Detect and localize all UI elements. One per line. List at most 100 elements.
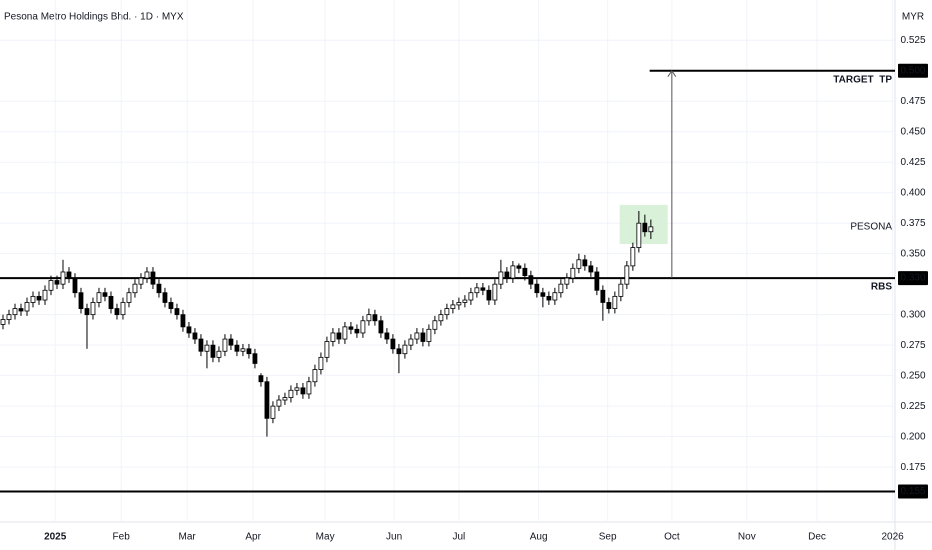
candle-body xyxy=(96,292,102,303)
candle-body xyxy=(204,344,210,352)
candle-body xyxy=(636,222,642,248)
candle-body xyxy=(342,326,348,340)
x-tick-label: May xyxy=(316,532,335,543)
y-tick-label: 0.300 xyxy=(900,309,925,320)
y-tick-label: 0.200 xyxy=(900,431,925,442)
candle-body xyxy=(66,271,72,279)
y-tick-label: 0.425 xyxy=(900,157,925,168)
y-tick-label: 0.450 xyxy=(900,126,925,137)
candle-body xyxy=(234,344,240,352)
candle-body xyxy=(84,308,90,316)
y-tick-label: 0.375 xyxy=(900,218,925,229)
candle-body xyxy=(216,350,222,358)
candle-body xyxy=(492,283,498,301)
candle-body xyxy=(498,271,504,285)
candle-body xyxy=(246,348,252,355)
candle-body xyxy=(378,320,384,334)
candle-body xyxy=(624,265,630,285)
candle-body xyxy=(618,283,624,297)
candle-body xyxy=(78,292,84,309)
x-tick-label: Oct xyxy=(664,532,680,543)
candle-body xyxy=(402,344,408,355)
candle-body xyxy=(516,265,522,269)
level-price-box xyxy=(898,484,928,499)
candle-body xyxy=(144,271,150,279)
candle-body xyxy=(606,302,612,309)
candle-body xyxy=(564,277,570,285)
candle-body xyxy=(72,277,78,294)
candle-body xyxy=(42,289,48,301)
candle-body xyxy=(642,222,648,233)
candle-body xyxy=(336,332,342,340)
level-price-box xyxy=(898,271,928,286)
candle-body xyxy=(276,399,282,407)
x-tick-label: Aug xyxy=(530,532,548,543)
y-tick-label: 0.275 xyxy=(900,340,925,351)
candle-body xyxy=(414,332,420,340)
candle-body xyxy=(444,308,450,316)
candle-body xyxy=(240,348,246,352)
candle-body xyxy=(552,292,558,301)
candle-body xyxy=(648,226,654,233)
candle-body xyxy=(408,338,414,346)
candle-body xyxy=(186,326,192,334)
x-tick-label: Mar xyxy=(179,532,197,543)
candle-body xyxy=(180,314,186,328)
candle-body xyxy=(456,302,462,306)
candle-body xyxy=(192,332,198,340)
candle-body xyxy=(558,283,564,294)
y-tick-label: 0.525 xyxy=(900,35,925,46)
x-tick-label: Jun xyxy=(386,532,402,543)
candle-body xyxy=(318,356,324,370)
candle-body xyxy=(36,295,42,301)
candle-body xyxy=(294,387,300,391)
x-tick-label: Sep xyxy=(599,532,617,543)
x-tick-label: Jul xyxy=(452,532,465,543)
level-price-label: 0.155 xyxy=(900,486,925,497)
candle-body xyxy=(600,289,606,303)
candle-body xyxy=(30,295,36,303)
y-tick-label: 0.250 xyxy=(900,370,925,381)
candle-body xyxy=(570,267,576,279)
candle-body xyxy=(270,405,276,419)
candle-body xyxy=(6,314,12,320)
candle-body xyxy=(156,283,162,294)
candle-body xyxy=(228,338,234,346)
candle-body xyxy=(132,283,138,294)
candle-body xyxy=(330,332,336,342)
candle-body xyxy=(300,387,306,395)
candle-body xyxy=(324,341,330,358)
candle-body xyxy=(594,271,600,291)
candle-body xyxy=(372,314,378,322)
candle-body xyxy=(360,320,366,334)
series-name: PESONA xyxy=(850,221,892,232)
y-tick-label: 0.400 xyxy=(900,187,925,198)
level-price-label: 0.500 xyxy=(900,65,925,76)
candle-body xyxy=(312,369,318,383)
x-tick-label: Feb xyxy=(113,532,131,543)
candle-body xyxy=(24,302,30,312)
x-tick-label: 2025 xyxy=(44,532,67,543)
arrow-head xyxy=(667,69,677,78)
y-tick-label: 0.225 xyxy=(900,401,925,412)
candle-body xyxy=(264,381,270,419)
candle-body xyxy=(162,292,168,303)
candle-body xyxy=(510,265,516,279)
candle-body xyxy=(174,308,180,316)
candle-body xyxy=(138,277,144,285)
candle-body xyxy=(546,295,552,301)
candle-body xyxy=(18,308,24,312)
candle-body xyxy=(462,299,468,303)
candle-body xyxy=(426,328,432,342)
candle-body xyxy=(522,267,528,277)
candle-body xyxy=(450,304,456,309)
x-tick-label: Dec xyxy=(808,532,826,543)
candle-body xyxy=(168,302,174,309)
candle-body xyxy=(582,259,588,267)
candle-body xyxy=(288,389,294,398)
candle-body xyxy=(108,295,114,309)
candle-body xyxy=(480,287,486,291)
candle-body xyxy=(210,344,216,358)
candle-body xyxy=(348,326,354,330)
